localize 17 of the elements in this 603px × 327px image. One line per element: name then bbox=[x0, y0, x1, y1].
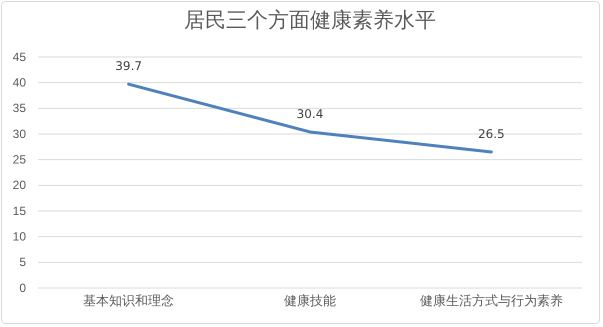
y-tick-label: 5 bbox=[19, 255, 26, 270]
x-tick-label: 健康技能 bbox=[284, 293, 336, 308]
x-tick-label: 健康生活方式与行为素养 bbox=[420, 293, 563, 308]
x-tick-label: 基本知识和理念 bbox=[83, 293, 174, 308]
data-label: 26.5 bbox=[478, 126, 505, 141]
y-tick-label: 40 bbox=[12, 76, 26, 90]
y-tick-label: 0 bbox=[19, 280, 26, 295]
y-tick-label: 15 bbox=[12, 204, 26, 218]
y-tick-label: 25 bbox=[12, 152, 26, 167]
y-tick-label: 45 bbox=[12, 50, 26, 64]
chart-title: 居民三个方面健康素养水平 bbox=[184, 8, 436, 32]
y-tick-label: 30 bbox=[12, 126, 26, 141]
data-label: 30.4 bbox=[296, 106, 324, 121]
y-tick-label: 20 bbox=[12, 178, 26, 192]
data-label: 39.7 bbox=[115, 59, 142, 74]
y-tick-label: 35 bbox=[12, 101, 26, 116]
y-tick-label: 10 bbox=[12, 230, 26, 244]
